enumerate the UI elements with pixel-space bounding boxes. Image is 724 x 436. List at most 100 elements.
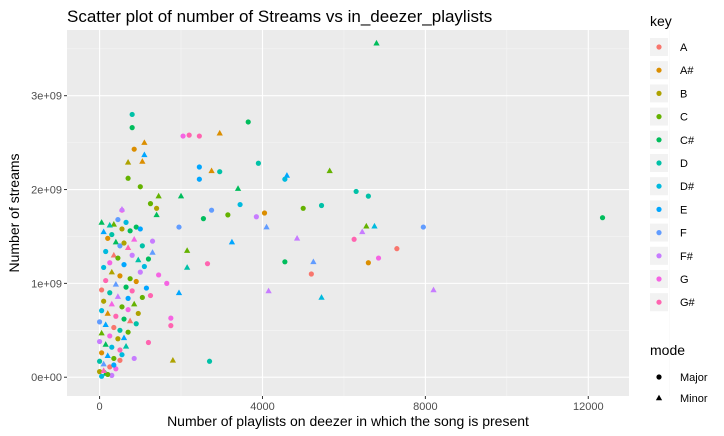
data-point-circle — [125, 307, 131, 313]
data-point-triangle — [234, 185, 242, 191]
legend-mode-label: Major — [680, 372, 708, 384]
legend-key-swatch — [656, 44, 662, 50]
data-point-circle — [123, 284, 129, 290]
data-point-circle — [107, 260, 113, 266]
data-point-circle — [99, 308, 105, 314]
y-axis: 0e+00 1e+09 2e+09 3e+09 — [31, 91, 67, 384]
data-point-circle — [115, 255, 121, 261]
data-point-circle — [96, 358, 103, 364]
y-axis-title: Number of streams — [6, 153, 22, 272]
data-point-circle — [131, 146, 137, 152]
data-point-triangle — [373, 39, 380, 46]
data-point-circle — [115, 216, 121, 223]
data-point-triangle — [104, 352, 111, 358]
data-point-triangle — [110, 220, 117, 227]
data-point-circle — [225, 212, 231, 218]
data-point-triangle — [100, 360, 107, 367]
data-point-circle — [99, 350, 105, 356]
data-point-triangle — [265, 287, 272, 294]
data-point-circle — [353, 188, 359, 195]
data-point-circle — [103, 277, 109, 284]
data-point-circle — [117, 357, 123, 363]
data-point-circle — [101, 298, 107, 304]
data-point-circle — [125, 329, 131, 335]
data-point-triangle — [108, 300, 115, 307]
data-point-triangle — [326, 167, 333, 174]
data-point-circle — [176, 224, 182, 230]
data-point-circle — [129, 125, 135, 131]
x-tick-label: 12000 — [573, 401, 604, 413]
legend-key-label: D — [680, 158, 688, 170]
data-point-triangle — [177, 192, 185, 199]
data-point-circle — [113, 313, 119, 319]
data-point-circle — [300, 205, 306, 211]
legend-mode-triangle — [655, 394, 663, 401]
legend-key-swatch — [656, 299, 662, 305]
data-point-circle — [164, 280, 170, 286]
data-point-circle — [111, 324, 117, 331]
legend-key-label: C — [680, 112, 688, 124]
data-point-triangle — [139, 158, 146, 164]
data-point-circle — [117, 347, 123, 353]
data-point-triangle — [184, 247, 191, 253]
data-point-circle — [96, 319, 103, 325]
data-point-triangle — [153, 211, 160, 218]
data-point-circle — [127, 228, 133, 234]
data-point-triangle — [184, 264, 191, 270]
data-point-circle — [121, 240, 127, 246]
data-point-circle — [196, 164, 202, 170]
data-point-triangle — [363, 222, 370, 229]
legend-title-mode: mode — [650, 342, 685, 358]
data-point-triangle — [216, 129, 223, 136]
data-point-circle — [255, 160, 262, 166]
data-point-circle — [101, 264, 107, 271]
data-point-triangle — [175, 289, 183, 296]
data-point-triangle — [102, 321, 109, 327]
data-point-circle — [143, 285, 150, 291]
data-point-circle — [351, 236, 357, 242]
data-point-triangle — [120, 334, 128, 341]
data-point-circle — [208, 207, 215, 213]
legend-key-label: A# — [680, 65, 694, 77]
data-point-circle — [147, 201, 154, 207]
legend-key-swatch — [656, 160, 662, 166]
data-point-circle — [149, 238, 156, 244]
legend-key-label: A — [680, 42, 688, 54]
legend-key-label: F — [680, 228, 687, 240]
data-point-circle — [119, 226, 125, 232]
data-point-circle — [365, 193, 371, 199]
data-point-circle — [145, 339, 152, 346]
data-point-triangle — [131, 300, 138, 307]
data-point-circle — [133, 224, 139, 230]
data-point-triangle — [114, 293, 122, 299]
legend-key-label: E — [680, 204, 687, 216]
data-point-circle — [196, 176, 202, 182]
data-point-circle — [156, 272, 162, 278]
data-point-triangle — [149, 249, 156, 255]
data-point-triangle — [112, 281, 120, 287]
data-point-triangle — [310, 258, 317, 265]
data-point-circle — [375, 255, 382, 261]
data-point-circle — [107, 333, 113, 339]
data-point-circle — [115, 336, 121, 342]
data-point-circle — [96, 338, 103, 345]
data-point-triangle — [135, 256, 142, 263]
data-point-circle — [123, 219, 129, 225]
data-point-circle — [121, 262, 127, 268]
data-point-circle — [99, 287, 105, 293]
data-point-circle — [99, 373, 105, 379]
data-point-triangle — [124, 159, 132, 165]
data-point-circle — [111, 355, 117, 362]
data-point-triangle — [359, 228, 366, 235]
legend-key-swatch — [656, 276, 662, 282]
data-point-circle — [245, 119, 251, 125]
data-points — [96, 39, 606, 379]
data-point-circle — [125, 295, 131, 301]
data-point-circle — [206, 358, 213, 364]
data-point-circle — [117, 327, 123, 333]
data-point-triangle — [98, 219, 105, 225]
data-point-circle — [365, 260, 371, 266]
legend-title-key: key — [650, 13, 672, 29]
data-point-triangle — [371, 222, 378, 229]
legend-key-label: G — [680, 274, 689, 286]
